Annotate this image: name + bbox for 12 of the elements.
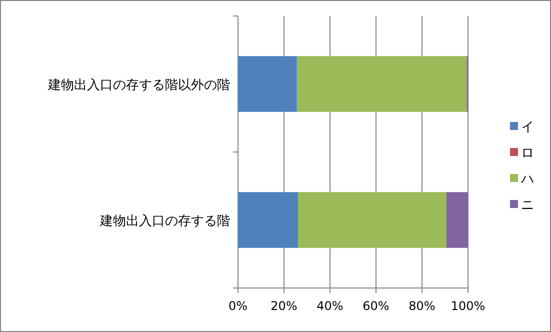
x-tick-label: 60% [362, 299, 390, 313]
x-tick-label: 0% [228, 299, 248, 313]
legend-label: ロ [521, 146, 534, 161]
x-tick-label: 40% [316, 299, 344, 313]
legend-label: ニ [521, 198, 534, 213]
x-tick-label: 20% [270, 299, 298, 313]
x-tick-label: 80% [408, 299, 436, 313]
legend-label: ハ [520, 172, 534, 187]
y-tick-label: 建物出入口の存する階以外の階 [47, 78, 230, 93]
y-tick-label: 建物出入口の存する階 [99, 214, 230, 229]
legend-label: イ [521, 120, 534, 135]
x-tick-label: 100% [450, 299, 486, 313]
